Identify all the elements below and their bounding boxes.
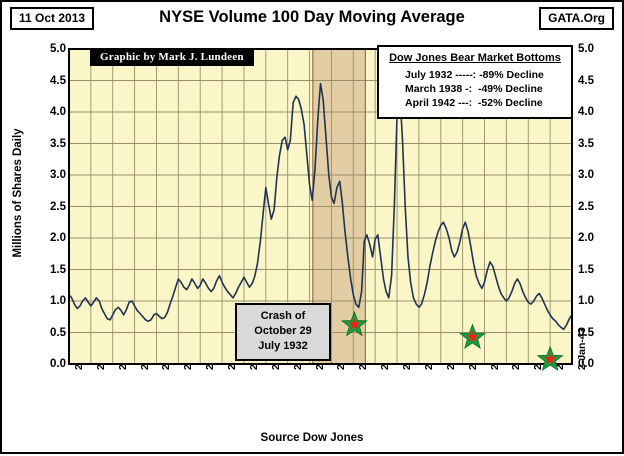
y-axis-tick-label: 4.5 xyxy=(50,74,66,87)
y-axis-tick-label: 1.0 xyxy=(50,295,66,307)
y-axis-tick-label: 3.0 xyxy=(50,169,66,181)
legend-item: March 1938 -: -49% Decline xyxy=(405,83,543,95)
legend-item: April 1942 ---: -52% Decline xyxy=(405,97,543,109)
y-axis-tick-label: 1.0 xyxy=(578,295,594,307)
y-axis-tick-label: 0.0 xyxy=(50,358,66,370)
source-badge: GATA.Org xyxy=(539,7,614,30)
graphic-credit: Graphic by Mark J. Lundeen xyxy=(90,48,254,66)
page-title: NYSE Volume 100 Day Moving Average xyxy=(159,8,465,26)
legend-title: Dow Jones Bear Market Bottoms xyxy=(389,52,561,64)
y-axis-tick-label: 1.5 xyxy=(578,263,594,276)
y-axis-tick-label: 2.5 xyxy=(578,200,594,213)
y-axis-tick-label: 0.5 xyxy=(578,326,594,339)
crash-annotation-box: Crash of October 29 July 1932 xyxy=(235,303,331,361)
crash-line-3: July 1932 xyxy=(258,340,308,352)
y-axis-tick-label: 2.0 xyxy=(50,232,66,244)
plot-frame xyxy=(68,48,573,365)
y-axis-tick-label: 5.0 xyxy=(578,43,594,55)
data-series-line xyxy=(68,82,573,331)
chart-header: 11 Oct 2013 NYSE Volume 100 Day Moving A… xyxy=(2,2,622,38)
y-axis-tick-label: 3.5 xyxy=(50,137,66,150)
legend-box: Dow Jones Bear Market Bottoms July 1932 … xyxy=(377,45,573,119)
date-badge: 11 Oct 2013 xyxy=(10,7,95,30)
crash-line-2: October 29 xyxy=(254,325,312,337)
crash-line-1: Crash of xyxy=(260,310,306,322)
y-axis-tick-label: 0.0 xyxy=(578,358,594,370)
y-axis-tick-label: 4.5 xyxy=(578,74,594,87)
bear-market-bottom-star-center xyxy=(466,330,479,343)
y-axis-tick-label: 4.0 xyxy=(50,106,66,118)
y-axis-tick-label: 4.0 xyxy=(578,106,594,118)
x-axis-title: Source Dow Jones xyxy=(260,432,364,444)
y-axis-tick-label: 3.0 xyxy=(578,169,594,181)
y-axis-tick-label: 0.5 xyxy=(50,326,66,339)
y-axis-tick-label: 3.5 xyxy=(578,137,594,150)
y-axis-tick-label: 2.5 xyxy=(50,200,66,213)
y-axis-tick-label: 1.5 xyxy=(50,263,66,276)
y-axis-tick-label: 2.0 xyxy=(578,232,594,244)
bear-market-bottom-star-center xyxy=(348,318,361,330)
bear-market-bottom-star-center xyxy=(544,352,557,365)
legend-item: July 1932 -----: -89% Decline xyxy=(405,69,544,81)
y-axis-tick-label: 5.0 xyxy=(50,43,66,55)
